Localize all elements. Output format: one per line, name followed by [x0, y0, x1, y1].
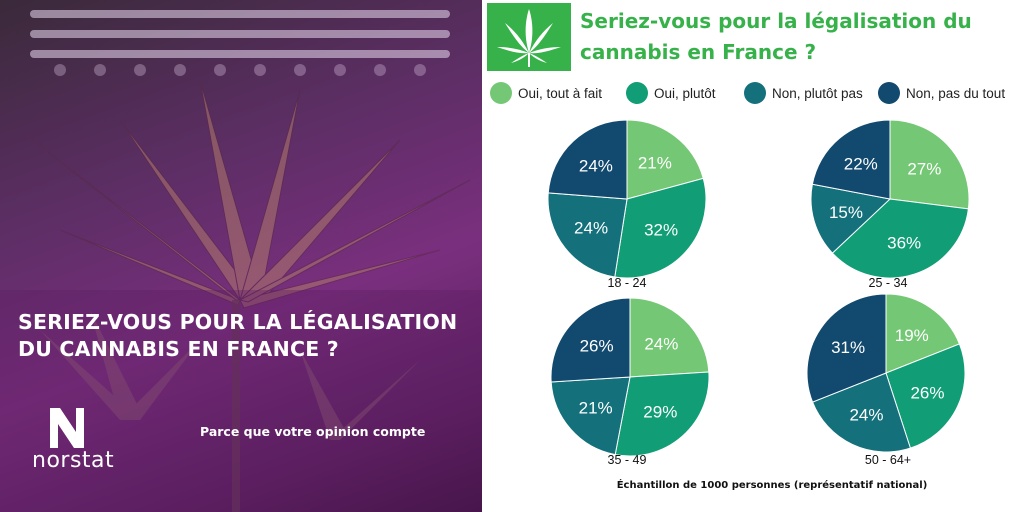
group-label: 35 - 49 [607, 453, 647, 467]
legend-item: Oui, plutôt [626, 82, 716, 104]
pie-value-label: 19% [895, 326, 929, 345]
norstat-logo-text: norstat [32, 448, 115, 473]
pie-slice [885, 343, 966, 449]
group-label: 25 - 34 [868, 276, 908, 290]
pie-value-label: 27% [907, 160, 941, 179]
pie-chart-50-64: 19% 26% 24% 31% [806, 293, 966, 453]
footnote: Échantillon de 1000 personnes (représent… [616, 480, 928, 491]
group-label: 50 - 64+ [864, 453, 912, 467]
pie-value-label: 29% [643, 402, 677, 421]
pie-slice [550, 297, 631, 383]
pie-slice [889, 119, 970, 210]
legend-swatch [878, 82, 900, 104]
pie-slice [831, 198, 969, 279]
legend-swatch [744, 82, 766, 104]
pie-slice [547, 119, 628, 200]
overlay-title: SERIEZ-VOUS POUR LA LÉGALISATION DU CANN… [18, 310, 458, 361]
divider [482, 0, 486, 512]
pie-value-label: 24% [644, 335, 678, 354]
legend-swatch [626, 82, 648, 104]
cannabis-photo-panel: SERIEZ-VOUS POUR LA LÉGALISATION DU CANN… [0, 0, 482, 512]
legend-swatch [490, 82, 512, 104]
pie-slice [811, 119, 891, 200]
pie-value-label: 26% [910, 384, 944, 403]
pie-slice [810, 183, 892, 254]
pie-slice [626, 119, 704, 200]
pie-value-label: 32% [644, 221, 678, 240]
pie-value-label: 31% [831, 338, 865, 357]
pie-value-label: 22% [844, 155, 878, 174]
pie-chart-25-34: 27% 36% 15% 22% [810, 119, 970, 279]
norstat-n-icon [50, 408, 84, 448]
legend: Oui, tout à fait Oui, plutôt Non, plutôt… [490, 82, 1024, 106]
legend-label: Oui, plutôt [654, 85, 716, 101]
pie-value-label: 15% [829, 203, 863, 222]
pie-slice [806, 293, 887, 403]
pie-value-label: 24% [849, 405, 883, 424]
legend-label: Oui, tout à fait [518, 85, 603, 101]
pie-value-label: 21% [579, 398, 613, 417]
legend-label: Non, plutôt pas [772, 85, 863, 101]
pie-slice [614, 177, 707, 279]
cannabis-leaf-icon [497, 9, 561, 67]
pie-value-label: 24% [574, 218, 608, 237]
pie-value-label: 26% [580, 337, 614, 356]
pie-slice [629, 297, 710, 378]
pie-slice [547, 192, 628, 278]
pie-chart-18-24: 21% 32% 24% 24% [547, 119, 707, 279]
pie-slice [550, 376, 631, 456]
pie-value-label: 24% [579, 156, 613, 175]
pie-value-label: 21% [638, 154, 672, 173]
pie-value-label: 36% [887, 234, 921, 253]
leaf-badge [487, 3, 571, 71]
legend-item: Non, plutôt pas [744, 82, 863, 104]
group-label: 18 - 24 [607, 276, 647, 290]
legend-item: Non, pas du tout [878, 82, 1005, 104]
chart-title: Seriez-vous pour la légalisation du cann… [580, 9, 972, 64]
legend-item: Oui, tout à fait [490, 82, 602, 104]
pie-chart-35-49: 24% 29% 21% 26% [550, 297, 710, 457]
cannabis-plant-image [0, 10, 482, 512]
legend-label: Non, pas du tout [906, 85, 1006, 101]
pie-slice [885, 293, 961, 374]
tagline: Parce que votre opinion compte [200, 424, 426, 439]
pie-slice [614, 371, 710, 457]
